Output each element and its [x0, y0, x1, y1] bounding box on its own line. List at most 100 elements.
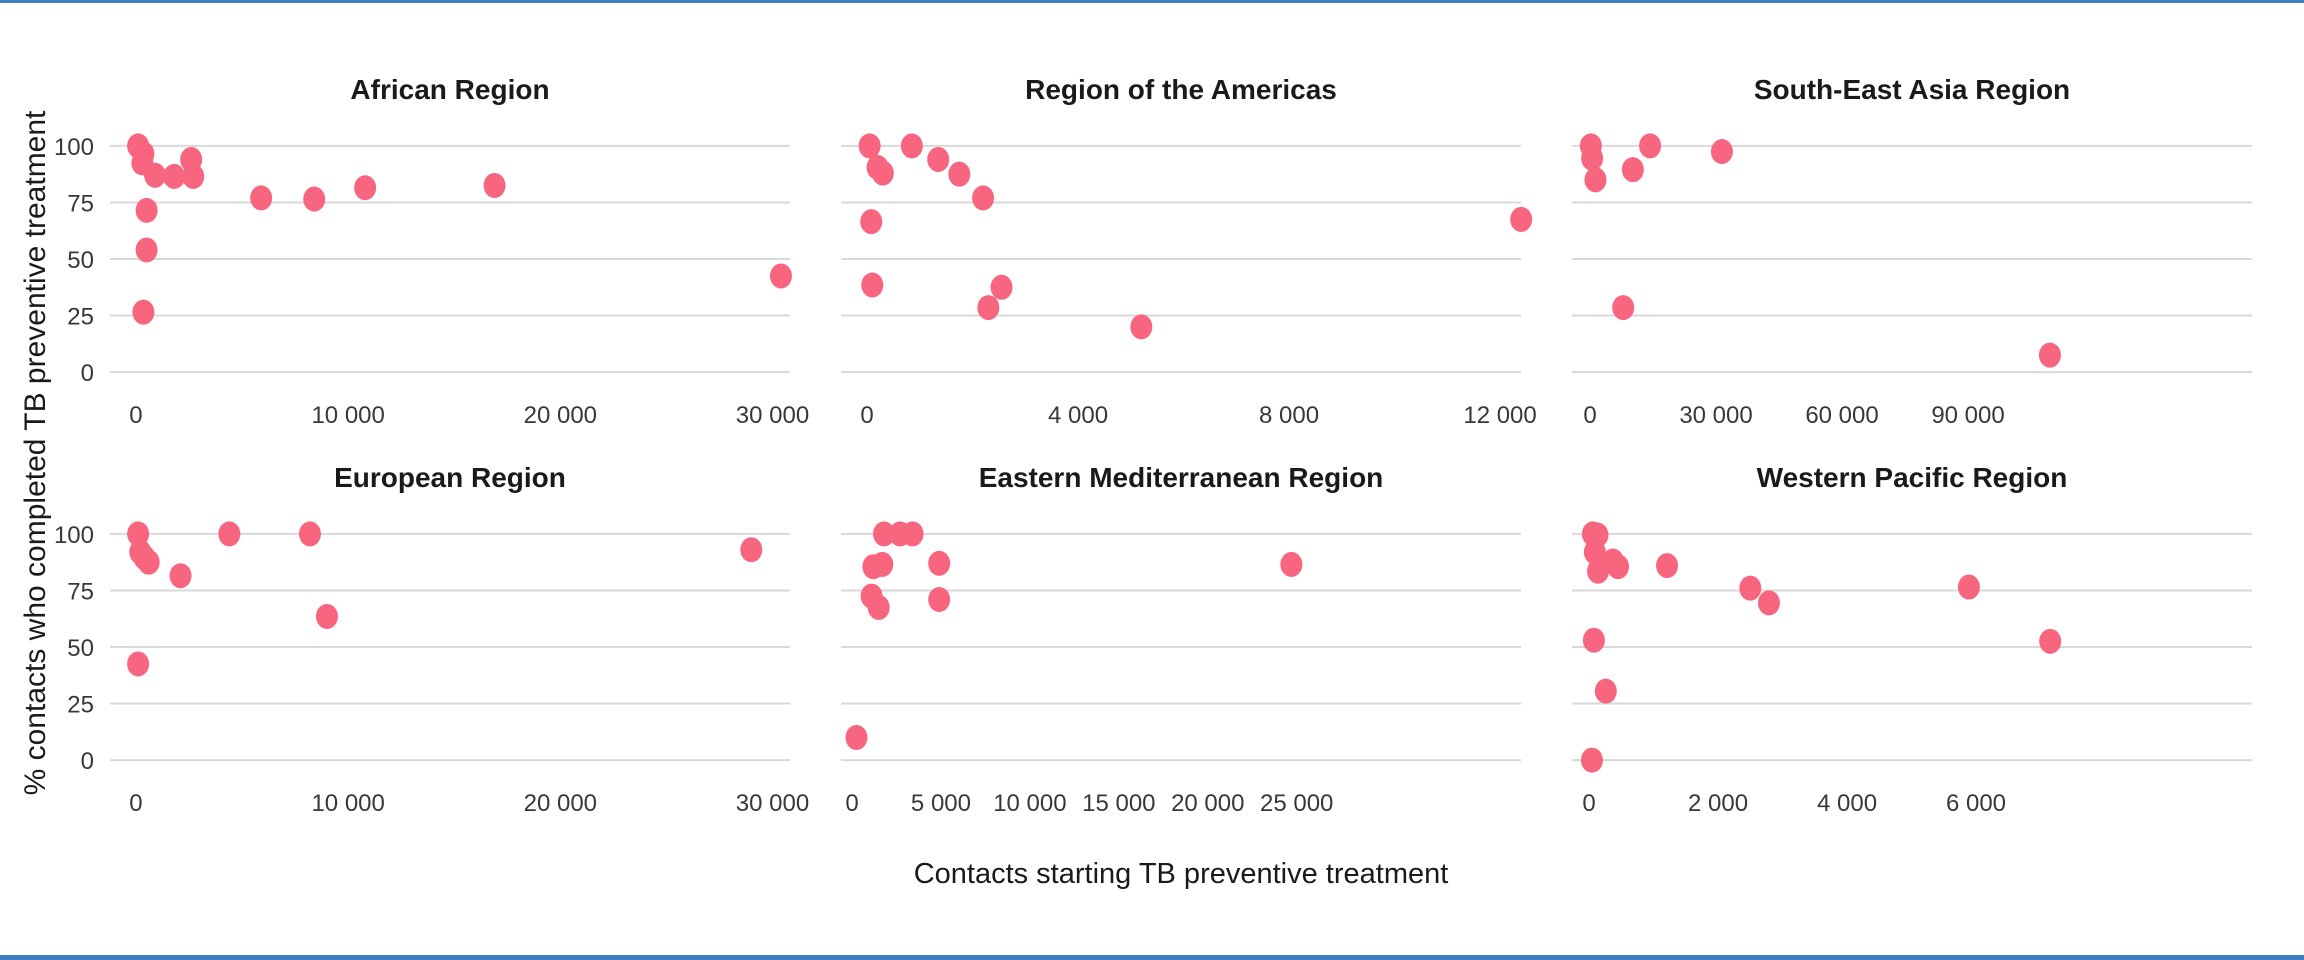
facet-title: African Region [350, 74, 550, 105]
x-tick-label: 2 000 [1688, 790, 1748, 817]
y-axis-title: % contacts who completed TB preventive t… [19, 110, 52, 796]
data-point [132, 299, 155, 325]
data-point [901, 521, 924, 547]
data-point [303, 186, 326, 212]
facet-panel-african-region: African Region 0 25 50 75 100 0 10 000 20 000 30… [54, 73, 809, 429]
y-tick-label: 75 [67, 578, 94, 605]
x-tick-label: 90 000 [1931, 402, 2004, 429]
facet-title: South-East Asia Region [1753, 74, 2071, 105]
x-tick-label: 4 000 [1048, 402, 1108, 429]
data-point [2038, 342, 2061, 368]
x-tick-label: 10 000 [993, 790, 1066, 817]
data-point [845, 724, 868, 750]
data-point [871, 160, 894, 186]
scatter-plot-western-pacific-region: 0 2 000 4 000 6 000 [1572, 521, 2252, 817]
data-point [163, 163, 186, 189]
facet-panel-european-region: European Region 0 25 50 75 100 0 10 000 20 000 3… [54, 461, 809, 817]
data-point [1739, 575, 1762, 601]
x-tick-label: 20 000 [524, 402, 597, 429]
y-tick-label: 100 [54, 522, 94, 549]
x-tick-label: 0 [860, 402, 873, 429]
data-point [977, 295, 1000, 321]
y-tick-label: 50 [67, 635, 94, 662]
x-tick-label: 0 [845, 790, 858, 817]
facet-panel-eastern-mediterranean-region: Eastern Mediterranean Region 0 5 000 10 00… [841, 461, 1521, 817]
facet-title: Region of the Americas [1025, 74, 1337, 105]
data-point [928, 550, 951, 576]
data-point [948, 161, 971, 187]
data-point [1656, 553, 1679, 579]
data-point [315, 603, 338, 629]
data-point [928, 586, 951, 612]
data-point [1594, 678, 1617, 704]
data-point [218, 521, 241, 547]
facet-panel-south-east-asia-region: South-East Asia Region 0 30 000 60 000 90 0… [1572, 73, 2252, 429]
data-point [1612, 295, 1635, 321]
data-point [861, 272, 884, 298]
data-point [1130, 314, 1153, 340]
x-tick-label: 25 000 [1260, 790, 1333, 817]
data-point [1510, 206, 1533, 232]
facet-title: Western Pacific Region [1756, 462, 2068, 493]
data-point [873, 521, 896, 547]
data-point [1710, 139, 1733, 165]
data-point [1621, 157, 1644, 183]
data-point [1582, 627, 1605, 653]
data-point [1607, 554, 1630, 580]
y-tick-label: 0 [81, 748, 94, 775]
x-tick-label: 0 [1582, 790, 1595, 817]
data-point [900, 133, 923, 159]
data-point [1580, 747, 1603, 773]
x-tick-label: 15 000 [1082, 790, 1155, 817]
facet-title: European Region [334, 462, 566, 493]
facet-panel-western-pacific-region: Western Pacific Region 0 2 000 4 000 6 000 [1572, 461, 2252, 817]
data-point [127, 651, 150, 677]
x-tick-label: 8 000 [1259, 402, 1319, 429]
data-point [927, 146, 950, 172]
data-point [137, 549, 160, 575]
y-tick-label: 75 [67, 190, 94, 217]
y-tick-label: 50 [67, 247, 94, 274]
x-tick-label: 6 000 [1946, 790, 2006, 817]
data-point [867, 594, 890, 620]
data-point [1280, 551, 1303, 577]
data-point [871, 551, 894, 577]
facet-panel-region-of-the-americas: Region of the Americas 0 4 000 8 000 12 000 [841, 73, 1537, 429]
data-point [1581, 145, 1604, 171]
data-point [169, 563, 192, 589]
x-tick-label: 20 000 [524, 790, 597, 817]
data-point [860, 209, 883, 235]
y-tick-label: 25 [67, 304, 94, 331]
data-point [483, 172, 506, 198]
data-point [990, 274, 1013, 300]
data-point [354, 175, 377, 201]
x-tick-label: 0 [129, 402, 142, 429]
data-point [182, 163, 205, 189]
data-point [250, 185, 273, 211]
scatter-plot-eastern-mediterranean-region: 0 5 000 10 000 15 000 20 000 25 000 [841, 521, 1521, 817]
page-top-edge-strip [0, 0, 2304, 3]
x-tick-label: 4 000 [1817, 790, 1877, 817]
x-tick-label: 20 000 [1171, 790, 1244, 817]
data-point [858, 133, 881, 159]
data-point [740, 537, 763, 563]
x-tick-label: 30 000 [736, 790, 809, 817]
page-bottom-edge-strip [0, 955, 2304, 960]
x-tick-label: 0 [1583, 402, 1596, 429]
data-point [1639, 133, 1662, 159]
data-point [1584, 167, 1607, 193]
data-point [1583, 539, 1606, 565]
x-tick-label: 10 000 [311, 402, 384, 429]
x-tick-label: 5 000 [911, 790, 971, 817]
data-point [135, 197, 158, 223]
data-point [2039, 628, 2062, 654]
data-point [1757, 590, 1780, 616]
y-tick-label: 100 [54, 134, 94, 161]
x-tick-label: 0 [129, 790, 142, 817]
x-tick-label: 10 000 [311, 790, 384, 817]
data-point [1957, 574, 1980, 600]
data-point [144, 162, 167, 188]
scatter-plot-african-region: 0 25 50 75 100 0 10 000 20 000 30 000 [54, 133, 809, 429]
y-tick-label: 0 [81, 360, 94, 387]
